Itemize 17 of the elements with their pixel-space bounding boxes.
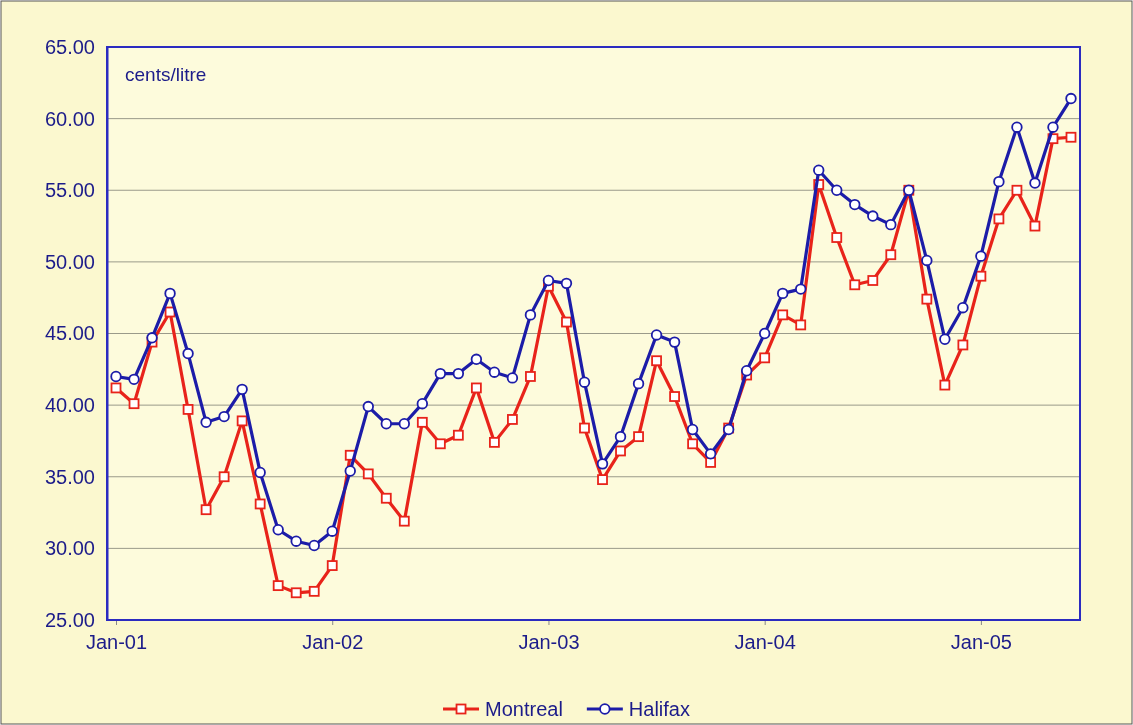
legend-label: Montreal — [485, 698, 563, 720]
y-tick-label: 55.00 — [44, 179, 95, 202]
y-axis-title: cents/litre — [125, 64, 207, 85]
x-tick-label: Jan-01 — [85, 631, 148, 654]
x-tick-label: Jan-05 — [950, 631, 1012, 654]
y-tick-label: 50.00 — [44, 250, 95, 273]
y-tick-label: 35.00 — [44, 465, 95, 488]
y-tick-label: 40.00 — [44, 394, 95, 417]
legend-label: Halifax — [628, 698, 690, 720]
x-tick-label: Jan-02 — [302, 631, 364, 654]
y-tick-label: 25.00 — [44, 608, 95, 631]
y-tick-label: 60.00 — [44, 107, 95, 130]
x-tick-label: Jan-04 — [734, 631, 796, 654]
y-tick-label: 65.00 — [44, 35, 95, 58]
y-tick-label: 30.00 — [44, 537, 95, 560]
x-tick-label: Jan-03 — [518, 631, 580, 654]
y-tick-label: 45.00 — [44, 322, 95, 345]
